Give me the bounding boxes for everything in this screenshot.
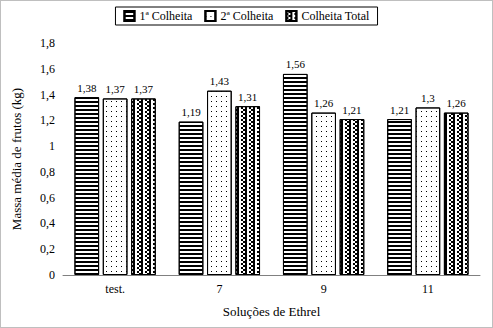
svg-text:0,2: 0,2 xyxy=(40,242,55,256)
svg-text:1,2: 1,2 xyxy=(40,113,55,127)
svg-text:1,21: 1,21 xyxy=(342,104,361,116)
svg-text:test.: test. xyxy=(105,282,125,296)
svg-text:11: 11 xyxy=(422,282,434,296)
svg-text:1,31: 1,31 xyxy=(238,91,257,103)
svg-text:1,26: 1,26 xyxy=(314,97,334,109)
svg-text:1,43: 1,43 xyxy=(210,75,230,87)
svg-text:1,38: 1,38 xyxy=(77,82,97,94)
svg-text:1ª Colheita: 1ª Colheita xyxy=(139,9,193,23)
svg-text:1,56: 1,56 xyxy=(286,58,306,70)
svg-text:1,26: 1,26 xyxy=(447,97,467,109)
svg-text:Colheita Total: Colheita Total xyxy=(301,9,370,23)
svg-text:2ª Colheita: 2ª Colheita xyxy=(220,9,274,23)
svg-text:0,8: 0,8 xyxy=(40,165,55,179)
svg-text:Soluções de Ethrel: Soluções de Ethrel xyxy=(223,304,321,319)
svg-text:0,6: 0,6 xyxy=(40,191,55,205)
svg-text:1,19: 1,19 xyxy=(181,106,201,118)
svg-text:1,37: 1,37 xyxy=(106,83,126,95)
svg-text:1,4: 1,4 xyxy=(40,88,55,102)
svg-text:0: 0 xyxy=(49,268,55,282)
svg-text:1,37: 1,37 xyxy=(134,83,154,95)
svg-text:7: 7 xyxy=(216,282,222,296)
svg-text:1,21: 1,21 xyxy=(390,104,409,116)
svg-text:1,8: 1,8 xyxy=(40,36,55,50)
svg-text:0,4: 0,4 xyxy=(40,216,55,230)
svg-text:1,3: 1,3 xyxy=(421,92,435,104)
svg-text:9: 9 xyxy=(321,282,327,296)
svg-text:1: 1 xyxy=(49,139,55,153)
svg-text:Massa média de frutos (kg): Massa média de frutos (kg) xyxy=(9,88,24,230)
svg-text:1,6: 1,6 xyxy=(40,62,55,76)
